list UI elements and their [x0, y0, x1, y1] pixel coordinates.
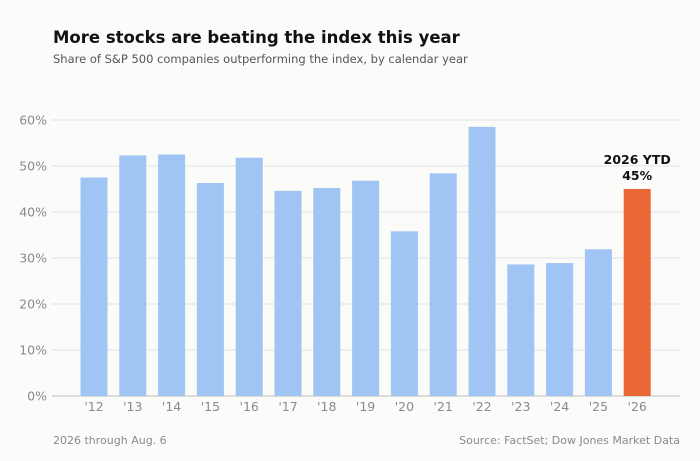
x-tick-label: '18 — [317, 399, 336, 414]
bar — [119, 155, 147, 396]
x-tick-label: '23 — [511, 399, 530, 414]
bar — [546, 263, 574, 396]
x-tick-label: '22 — [472, 399, 491, 414]
bar — [429, 173, 457, 396]
bar — [584, 249, 612, 396]
chart-title: More stocks are beating the index this y… — [53, 28, 460, 47]
y-tick-label: 30% — [19, 251, 47, 266]
x-tick-label: '21 — [434, 399, 453, 414]
bar — [352, 180, 380, 396]
x-tick-label: '13 — [123, 399, 142, 414]
y-tick-label: 20% — [19, 297, 47, 312]
x-tick-label: '24 — [550, 399, 569, 414]
x-tick-label: '14 — [162, 399, 181, 414]
y-tick-label: 0% — [27, 389, 47, 404]
annotation-value: 45% — [622, 168, 652, 183]
annotation: 2026 YTD 45% — [604, 152, 671, 183]
bar — [313, 188, 341, 396]
x-tick-label: '20 — [395, 399, 414, 414]
bar-highlight — [623, 189, 651, 396]
bar — [158, 154, 186, 396]
y-axis-ticks: 0% 10% 20% 30% 40% 50% 60% — [19, 113, 47, 404]
x-axis-ticks: '12 '13 '14 '15 '16 '17 '18 '19 '20 '21 '22 '23 '24 '… — [84, 399, 647, 414]
x-tick-label: '16 — [240, 399, 259, 414]
annotation-label: 2026 YTD — [604, 152, 671, 167]
x-tick-label: '15 — [201, 399, 220, 414]
bar — [80, 177, 108, 396]
y-tick-label: 50% — [19, 159, 47, 174]
x-tick-label: '19 — [356, 399, 375, 414]
grid-lines — [52, 119, 680, 397]
x-tick-label: '12 — [84, 399, 103, 414]
footnote: 2026 through Aug. 6 — [53, 434, 167, 447]
bar — [507, 264, 535, 396]
y-tick-label: 40% — [19, 205, 47, 220]
bars — [80, 126, 651, 397]
x-tick-label: '26 — [628, 399, 647, 414]
bar — [196, 183, 224, 396]
bar — [274, 190, 302, 396]
bar — [468, 126, 496, 397]
bar — [390, 231, 418, 396]
x-tick-label: '25 — [589, 399, 608, 414]
chart-subtitle: Share of S&P 500 companies outperforming… — [53, 52, 468, 66]
y-tick-label: 10% — [19, 343, 47, 358]
y-tick-label: 60% — [19, 113, 47, 128]
bar — [235, 157, 263, 396]
source-note: Source: FactSet; Dow Jones Market Data — [459, 434, 680, 447]
x-tick-label: '17 — [278, 399, 297, 414]
